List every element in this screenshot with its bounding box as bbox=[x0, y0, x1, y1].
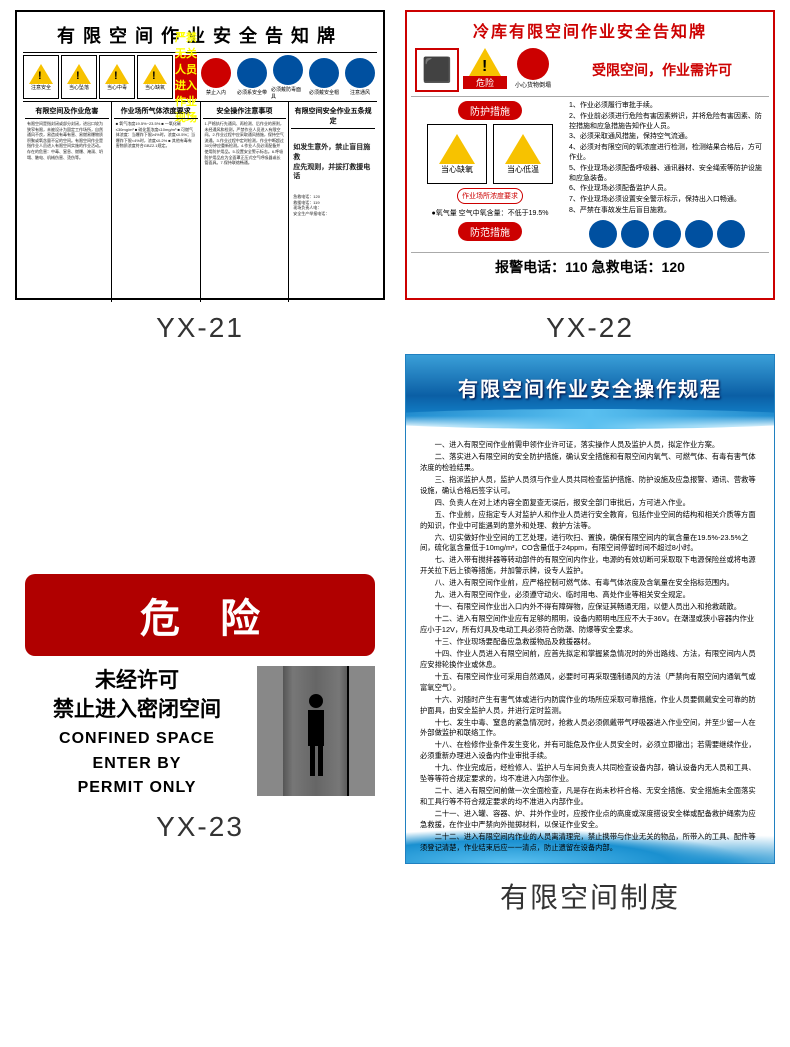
confined-space-icon: ⬛ bbox=[415, 48, 459, 92]
label-yx22: YX-22 bbox=[546, 312, 634, 344]
reg-item: 三、指派监护人员，监护人员须与作业人员共同检查监护措施、防护设施及应急报警、通讯… bbox=[420, 475, 760, 497]
mandatory-icon bbox=[273, 55, 303, 85]
cell-yx23: 危险 未经许可 禁止进入密闭空间 CONFINED SPACE ENTER BY… bbox=[10, 354, 390, 916]
label-yx21: YX-21 bbox=[156, 312, 244, 344]
mandatory-icon bbox=[653, 220, 681, 248]
warn-box-2: 当心中毒 bbox=[99, 55, 135, 99]
warn-box-1: 当心坠落 bbox=[61, 55, 97, 99]
reg-item: 四、负责人在对上述内容全面复查无误后，报安全部门审批后，方可进入作业。 bbox=[420, 498, 760, 509]
circ-1: 必须系安全带 bbox=[235, 58, 269, 96]
yx21-col-0: 有限空间及作业危害有限空间是指封闭或部分封闭，进出口较为狭窄有限，未被设计为固定… bbox=[23, 102, 112, 302]
warning-triangle-icon bbox=[67, 64, 91, 84]
reg-item: 一、进入有限空间作业前需申领作业许可证，落实操作人员及监护人员，拟定作业方案。 bbox=[420, 440, 760, 451]
sign-yx23: 危险 未经许可 禁止进入密闭空间 CONFINED SPACE ENTER BY… bbox=[25, 574, 375, 799]
yx22-footer: 报警电话：110 急救电话：120 bbox=[411, 252, 769, 281]
circ-2: 必须戴防毒面具 bbox=[271, 55, 305, 100]
circ-4: 注意通风 bbox=[343, 58, 377, 96]
reg-item: 十六、对随时产生有害气体或进行内防腐作业的场所应采取可靠措施，作业人员要佩戴安全… bbox=[420, 695, 760, 717]
mandatory-icons bbox=[569, 220, 765, 248]
yx21-body: 有限空间及作业危害有限空间是指封闭或部分封闭，进出口较为狭窄有限，未被设计为固定… bbox=[23, 102, 377, 302]
mandatory-icon bbox=[309, 58, 339, 88]
warning-triangle-icon bbox=[439, 134, 475, 164]
reg-item: 七、进入带有搅拌器等转动部件的有限空间内作业，电源的有效切断可采取取下电源保险丝… bbox=[420, 555, 760, 577]
mandatory-icon bbox=[717, 220, 745, 248]
warning-triangle-icon bbox=[105, 64, 129, 84]
warning-triangle-icon bbox=[469, 48, 501, 76]
reg-item: 十四、作业人员进入有限空间前，应首先拟定和掌握紧急情况时的外出路线、方法，有限空… bbox=[420, 649, 760, 671]
danger-box: 危险 bbox=[463, 48, 507, 92]
regulations-sign: 有限空间作业安全操作规程 一、进入有限空间作业前需申领作业许可证，落实操作人员及… bbox=[405, 354, 775, 864]
yx22-title: 冷库有限空间作业安全告知牌 bbox=[411, 16, 769, 44]
yx22-subtitle: 受限空间，作业需许可 bbox=[559, 60, 765, 80]
warning-triangle-icon bbox=[505, 134, 541, 164]
reg-item: 十七、发生中毒、窒息的紧急情况时，抢救人员必须佩戴带气呼吸器进入作业空间，并至少… bbox=[420, 718, 760, 740]
reg-item: 十一、有限空间作业出入口内外不得有障碍物，应保证其畅通无阻，以便人员出入和抢救疏… bbox=[420, 602, 760, 613]
yx21-emergency: 如发生意外，禁止盲目施救 应先观则，并拔打救援电话 急救电话：120 救援电话：… bbox=[291, 129, 375, 219]
person-icon bbox=[305, 694, 327, 774]
reg-item: 十三、作业现场要配备应急救援物品及救援器材。 bbox=[420, 637, 760, 648]
reg-item: 二十二、进入有限空间内作业的人员离清理完，禁止携带与作业无关的物品，所带入的工具… bbox=[420, 832, 760, 854]
reg-item: 十五、有限空间作业可采用自然通风，必要时可再采取强制通风的方法（严禁向有限空间内… bbox=[420, 672, 760, 694]
label-regulations: 有限空间制度 bbox=[500, 876, 680, 916]
mandatory-icon bbox=[685, 220, 713, 248]
reg-item: 八、进入有限空间作业前，应严格控制可燃气体、有毒气体浓度及含氧量在安全指标范围内… bbox=[420, 578, 760, 589]
circ-0: 禁止入内 bbox=[199, 58, 233, 96]
yx23-danger-header: 危险 bbox=[25, 574, 375, 656]
yx23-body: 未经许可 禁止进入密闭空间 CONFINED SPACE ENTER BY PE… bbox=[25, 666, 375, 799]
mandatory-icon bbox=[237, 58, 267, 88]
reg-item: 十九、作业完成后，经检修人、监护人与车间负责人共同检查设备内部，确认设备内无人员… bbox=[420, 763, 760, 785]
swoosh-decoration bbox=[405, 409, 775, 429]
warning-triangle-icon bbox=[143, 64, 167, 84]
cell-yx21: 有限空间作业安全告知牌 注意安全 当心坠落 当心中毒 当心缺氧 严禁无关人员进入… bbox=[10, 10, 390, 344]
reg-item: 二十一、进入罐、容器、炉、井外作业时，应按作业点的高度或深度搭设安全梯或配备救护… bbox=[420, 809, 760, 831]
pill-protect: 防护措施 bbox=[458, 101, 522, 120]
reg-body: 一、进入有限空间作业前需申领作业许可证，落实操作人员及监护人员，拟定作业方案。二… bbox=[406, 430, 774, 864]
reg-item: 十八、在检修作业条件发生变化，并有可能危及作业人员安全时，必须立即撤出；若需要继… bbox=[420, 740, 760, 762]
yx22-header-row: ⬛ 危险 小心货物倒塌 受限空间，作业需许可 bbox=[411, 44, 769, 97]
meas-text: ●氧气量 空气中氧含量：不低于19.5% bbox=[431, 208, 548, 218]
prohibition-icon bbox=[517, 48, 549, 80]
pill-prevent: 防范措施 bbox=[458, 222, 522, 241]
warning-triangle-icon bbox=[29, 64, 53, 84]
mandatory-icon bbox=[621, 220, 649, 248]
reg-item: 二十、进入有限空间前做一次全面检查，凡是存在尚未秒杆合格、无安全措施、安全措施未… bbox=[420, 786, 760, 808]
warn-pair: 当心缺氧 当心低温 bbox=[427, 124, 553, 184]
sign-yx21: 有限空间作业安全告知牌 注意安全 当心坠落 当心中毒 当心缺氧 严禁无关人员进入… bbox=[15, 10, 385, 300]
yx22-body: 防护措施 当心缺氧 当心低温 作业场所浓度要求 ●氧气量 空气中氧含量：不低于1… bbox=[411, 97, 769, 252]
confined-space-pictogram bbox=[257, 666, 375, 796]
mandatory-icon bbox=[589, 220, 617, 248]
yx21-col-1: 作业场所气体浓度要求■ 氧气浓度19.5%~23.5% ■ 一氧化碳≤30mg/… bbox=[112, 102, 201, 302]
circ-3: 必须戴安全帽 bbox=[307, 58, 341, 96]
reg-item: 六、切实做好作业空间的工艺处理，进行吹扫、置换，确保有限空间内的氧含量在19.5… bbox=[420, 533, 760, 555]
reg-item: 十二、进入有限空间作业应有足够的照明，设备内照明电压应不大于36V。在潮湿或狭小… bbox=[420, 614, 760, 636]
prohib-box: 小心货物倒塌 bbox=[511, 48, 555, 92]
reg-item: 二、落实进入有限空间的安全防护措施，确认安全措施和有限空间内氧气、可燃气体、有毒… bbox=[420, 452, 760, 474]
sign-yx22: 冷库有限空间作业安全告知牌 ⬛ 危险 小心货物倒塌 受限空间，作业需许可 防护措… bbox=[405, 10, 775, 300]
yx22-rules: 1、作业必须履行审批手续。 2、作业前必须进行危险有害因素辨识，并将危险有害因素… bbox=[569, 101, 765, 248]
cell-yx22: 冷库有限空间作业安全告知牌 ⬛ 危险 小心货物倒塌 受限空间，作业需许可 防护措… bbox=[400, 10, 780, 344]
meas-box: 作业场所浓度要求 bbox=[457, 188, 523, 204]
yx21-warning-row: 注意安全 当心坠落 当心中毒 当心缺氧 严禁无关人员进入作业现场 禁止入内 必须… bbox=[23, 52, 377, 102]
product-grid: 有限空间作业安全告知牌 注意安全 当心坠落 当心中毒 当心缺氧 严禁无关人员进入… bbox=[0, 0, 790, 926]
yx21-banner: 严禁无关人员进入作业现场 bbox=[175, 55, 197, 99]
prohibition-icon bbox=[201, 58, 231, 88]
label-yx23: YX-23 bbox=[156, 811, 244, 843]
yx21-title: 有限空间作业安全告知牌 bbox=[23, 18, 377, 52]
yx22-left: 防护措施 当心缺氧 当心低温 作业场所浓度要求 ●氧气量 空气中氧含量：不低于1… bbox=[415, 101, 565, 248]
warn-box-0: 注意安全 bbox=[23, 55, 59, 99]
yx21-col-3: 有限空间安全作业五条规定 如发生意外，禁止盲目施救 应先观则，并拔打救援电话 急… bbox=[289, 102, 377, 302]
mandatory-icon bbox=[345, 58, 375, 88]
warn-box-3: 当心缺氧 bbox=[137, 55, 173, 99]
yx23-text: 未经许可 禁止进入密闭空间 CONFINED SPACE ENTER BY PE… bbox=[25, 666, 249, 799]
bar-icon bbox=[347, 666, 349, 796]
reg-item: 九、进入有限空间作业，必须遵守动火、临时用电、高处作业等相关安全规定。 bbox=[420, 590, 760, 601]
reg-item: 五、作业前，应指定专人对监护人和作业人员进行安全教育，包括作业空间的结构和相关介… bbox=[420, 510, 760, 532]
cell-regulations: 有限空间作业安全操作规程 一、进入有限空间作业前需申领作业许可证，落实操作人员及… bbox=[400, 354, 780, 916]
yx21-col-2: 安全操作注意事项1.严格执行先通风、再检测、后作业的原则，未经通风和检测，严禁作… bbox=[201, 102, 290, 302]
pbox-1: 当心低温 bbox=[493, 124, 553, 184]
pbox-0: 当心缺氧 bbox=[427, 124, 487, 184]
